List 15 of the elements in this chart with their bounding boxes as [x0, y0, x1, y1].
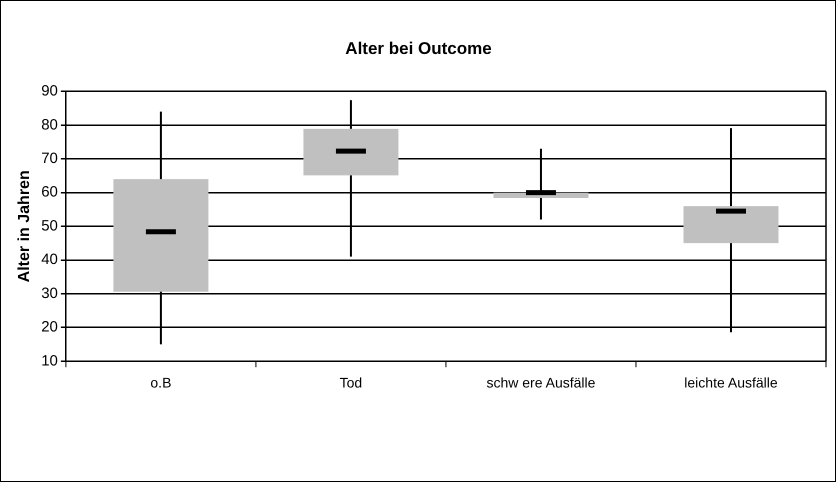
chart-title: Alter bei Outcome [345, 38, 492, 58]
y-tick-label: 10 [41, 352, 58, 370]
y-tick-label: 30 [41, 284, 58, 302]
x-tick-label: schw ere Ausfälle [486, 374, 596, 390]
y-tick-label: 90 [41, 82, 58, 100]
y-tick-label: 40 [41, 251, 58, 268]
x-tick-label: o.B [150, 374, 172, 390]
x-tick-label: Tod [340, 374, 362, 390]
y-tick-label: 80 [41, 116, 58, 134]
x-tick-label: leichte Ausfälle [684, 374, 778, 390]
y-tick-label: 50 [41, 217, 58, 234]
y-tick-label: 20 [41, 318, 58, 336]
y-tick-label: 60 [41, 184, 58, 201]
y-axis-title: Alter in Jahren [16, 170, 34, 282]
y-tick-label: 70 [41, 150, 58, 167]
